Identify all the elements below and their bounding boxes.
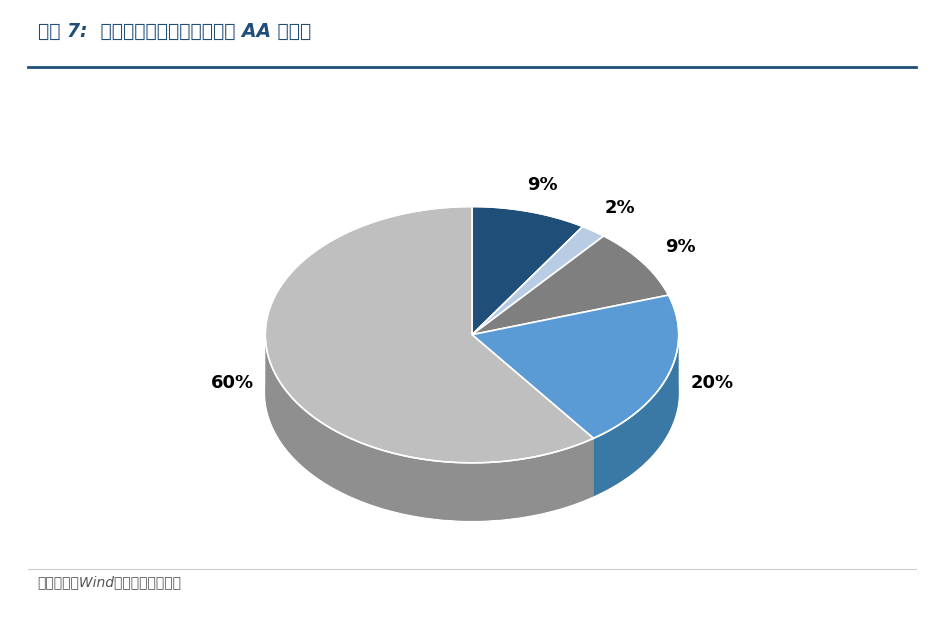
Polygon shape [265,335,594,521]
Polygon shape [472,226,604,335]
Text: 资料来源：Wind，国盛证券研究所: 资料来源：Wind，国盛证券研究所 [38,576,182,590]
Polygon shape [472,236,668,335]
Polygon shape [265,207,594,463]
Polygon shape [472,207,582,335]
Text: 9%: 9% [666,238,696,256]
Ellipse shape [265,265,679,521]
Text: 图表 7:  陕西城投发行人最新评级以 AA 级为主: 图表 7: 陕西城投发行人最新评级以 AA 级为主 [38,22,311,41]
Legend: AAA, AA+, AA, AA-, 无评级: AAA, AA+, AA, AA-, 无评级 [308,0,636,2]
Text: 60%: 60% [211,374,254,392]
Text: 20%: 20% [690,374,733,392]
Polygon shape [594,335,679,496]
Text: 2%: 2% [605,199,635,218]
Text: 9%: 9% [527,176,558,193]
Polygon shape [472,295,679,438]
